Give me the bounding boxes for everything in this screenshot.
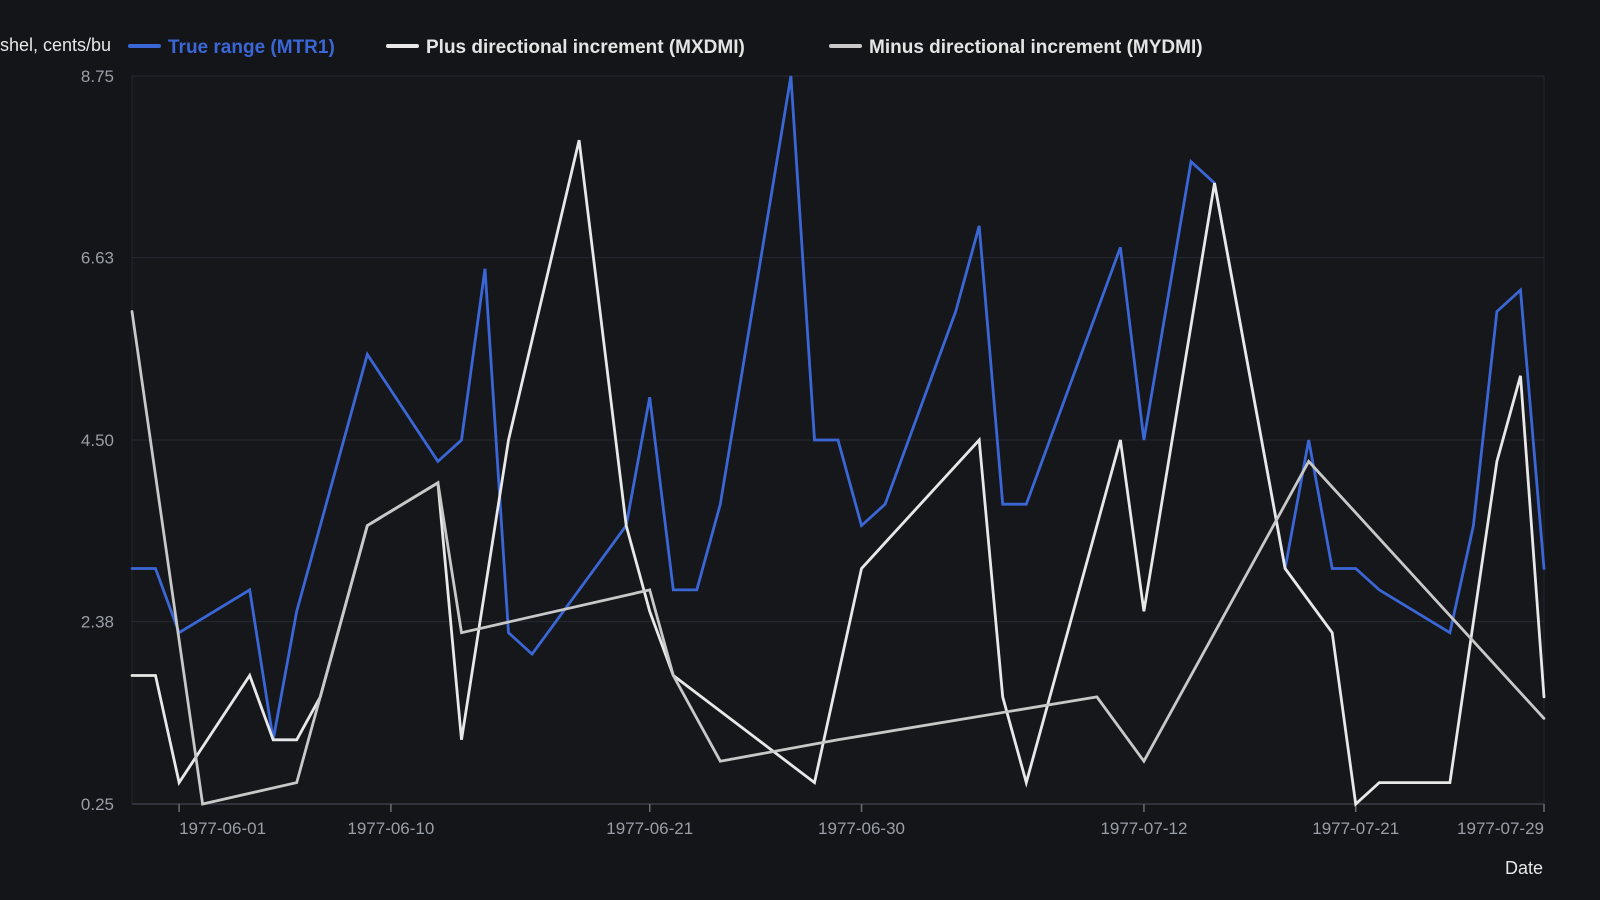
x-tick-label: 1977-06-01 — [179, 819, 266, 838]
series-line — [130, 139, 1546, 807]
x-axis: 1977-06-01 1977-06-10 1977-06-21 1977-06-30… — [132, 803, 1545, 838]
y-tick-label: 0.25 — [81, 795, 114, 814]
legend-label: Plus directional increment (MXDMI) — [426, 37, 745, 58]
y-axis: 0.25 2.38 4.50 6.63 8.75 — [81, 67, 114, 814]
x-tick-label: 1977-07-29 — [1457, 819, 1544, 838]
legend-label: True range (MTR1) — [168, 37, 335, 58]
series-line — [130, 75, 1546, 741]
legend-label: Minus directional increment (MYDMI) — [869, 37, 1203, 58]
y-tick-label: 6.63 — [81, 249, 114, 268]
x-tick-label: 1977-06-30 — [818, 819, 905, 838]
x-tick-label: 1977-06-10 — [347, 819, 434, 838]
x-tick-label: 1977-06-21 — [606, 819, 693, 838]
x-tick-label: 1977-07-21 — [1312, 819, 1399, 838]
y-axis-title: shel, cents/bu — [0, 35, 111, 55]
x-axis-title: Date — [1505, 858, 1543, 878]
legend: shel, cents/bu True range (MTR1) Plus dir… — [0, 35, 1203, 58]
series-line — [130, 310, 1546, 806]
x-tick-label: 1977-07-12 — [1100, 819, 1187, 838]
y-tick-label: 2.38 — [81, 613, 114, 632]
y-tick-label: 4.50 — [81, 431, 114, 450]
series-lines — [130, 75, 1546, 807]
y-tick-label: 8.75 — [81, 67, 114, 86]
